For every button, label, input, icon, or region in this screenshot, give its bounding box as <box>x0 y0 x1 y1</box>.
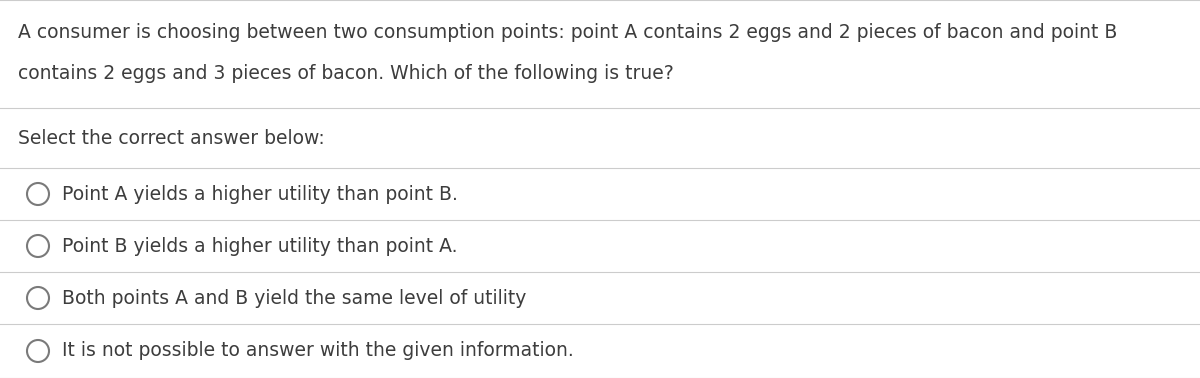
Text: Point B yields a higher utility than point A.: Point B yields a higher utility than poi… <box>62 237 457 256</box>
Text: Point A yields a higher utility than point B.: Point A yields a higher utility than poi… <box>62 184 458 203</box>
Text: Both points A and B yield the same level of utility: Both points A and B yield the same level… <box>62 288 527 307</box>
Text: A consumer is choosing between two consumption points: point A contains 2 eggs a: A consumer is choosing between two consu… <box>18 23 1117 42</box>
Text: It is not possible to answer with the given information.: It is not possible to answer with the gi… <box>62 341 574 361</box>
Text: Select the correct answer below:: Select the correct answer below: <box>18 129 325 147</box>
Text: contains 2 eggs and 3 pieces of bacon. Which of the following is true?: contains 2 eggs and 3 pieces of bacon. W… <box>18 64 673 83</box>
